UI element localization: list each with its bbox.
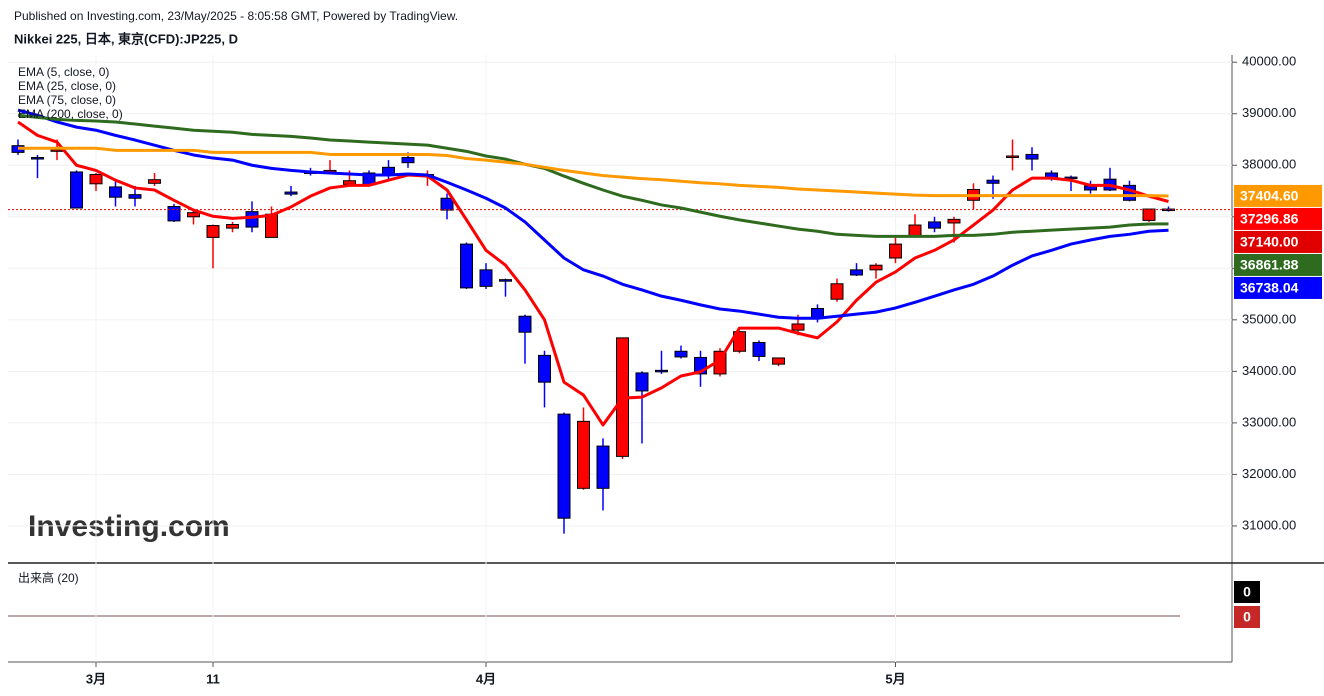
candle-body xyxy=(460,243,473,289)
candle-body xyxy=(752,342,766,357)
price-badge-label: 36738.04 xyxy=(1240,280,1299,296)
legend-entry: EMA (200, close, 0) xyxy=(18,107,123,121)
candle-body xyxy=(791,323,805,331)
ema-line xyxy=(17,108,1169,320)
volume-title: 出来高 (20) xyxy=(18,570,79,585)
candle-body xyxy=(167,205,181,222)
candle-body xyxy=(1025,153,1039,160)
legend-entry: EMA (25, close, 0) xyxy=(18,79,116,93)
candle-body xyxy=(245,211,259,228)
candle-body xyxy=(31,157,44,160)
ema-line xyxy=(17,120,1169,427)
candle-body xyxy=(109,186,122,198)
published-note: Published on Investing.com, 23/May/2025 … xyxy=(14,9,458,23)
y-tick-label: 32000.00 xyxy=(1242,466,1296,481)
candle-body xyxy=(518,315,532,333)
candle-body xyxy=(908,224,922,237)
candle-body xyxy=(226,224,239,229)
x-tick-label: 5月 xyxy=(885,671,905,686)
price-badge-label: 37140.00 xyxy=(1240,234,1299,250)
y-tick-label: 38000.00 xyxy=(1242,157,1296,172)
candle-body xyxy=(440,197,454,211)
ema-line xyxy=(18,146,1169,198)
y-tick-label: 35000.00 xyxy=(1242,311,1296,326)
candle-body xyxy=(538,354,551,383)
candle-body xyxy=(733,331,746,352)
y-tick-label: 33000.00 xyxy=(1242,414,1296,429)
y-tick-label: 39000.00 xyxy=(1242,105,1296,120)
candle-body xyxy=(577,420,590,489)
candle-body xyxy=(499,279,512,282)
candle-body xyxy=(889,243,902,259)
ema-line xyxy=(17,113,1169,238)
candle-body xyxy=(655,369,668,373)
candle-body xyxy=(479,269,493,287)
volume-badge-label: 0 xyxy=(1243,584,1251,600)
candle-body xyxy=(148,179,161,184)
volume-badge xyxy=(1234,581,1260,603)
legend-entry: EMA (5, close, 0) xyxy=(18,65,109,79)
candle-body xyxy=(830,283,844,300)
candle-body xyxy=(947,218,961,224)
volume-badge-label: 0 xyxy=(1243,609,1251,625)
candle-body xyxy=(265,213,278,238)
candle-body xyxy=(596,445,610,489)
candle-body xyxy=(50,149,64,152)
candle-body xyxy=(674,350,688,358)
price-badge xyxy=(1234,253,1322,276)
candle-body xyxy=(850,269,863,276)
candle-body xyxy=(187,212,200,218)
candle-body xyxy=(343,180,356,185)
candle-body xyxy=(869,264,883,271)
price-badge xyxy=(1234,230,1322,253)
y-tick-label: 31000.00 xyxy=(1242,517,1296,532)
price-badge xyxy=(1234,276,1322,299)
candle-body xyxy=(284,191,298,195)
legend-entry: EMA (75, close, 0) xyxy=(18,93,116,107)
price-badge xyxy=(1234,207,1322,230)
price-badge-label: 37404.60 xyxy=(1240,188,1299,204)
candle-body xyxy=(1142,208,1156,221)
price-badge-label: 36861.88 xyxy=(1240,257,1299,273)
candle-body xyxy=(1064,176,1078,180)
candle-body xyxy=(206,225,220,238)
x-tick-label: 3月 xyxy=(86,671,106,686)
candle-body xyxy=(89,174,103,185)
candle-body xyxy=(70,171,83,209)
candle-body xyxy=(772,357,785,365)
candle-body xyxy=(635,372,649,392)
candle-body xyxy=(928,221,941,229)
candle-body xyxy=(557,413,571,519)
candle-body xyxy=(1006,155,1019,158)
instrument-title: Nikkei 225, 日本, 東京(CFD):JP225, D xyxy=(14,31,238,46)
price-badge xyxy=(1234,184,1322,207)
y-tick-label: 40000.00 xyxy=(1242,54,1296,69)
candle-body xyxy=(401,157,415,164)
y-tick-label: 34000.00 xyxy=(1242,363,1296,378)
candle-body xyxy=(986,179,1000,184)
candle-body xyxy=(128,194,142,199)
volume-badge xyxy=(1234,606,1260,628)
x-tick-label: 4月 xyxy=(476,671,496,686)
price-badge-label: 37296.86 xyxy=(1240,211,1299,227)
x-tick-label: 11 xyxy=(206,671,220,686)
